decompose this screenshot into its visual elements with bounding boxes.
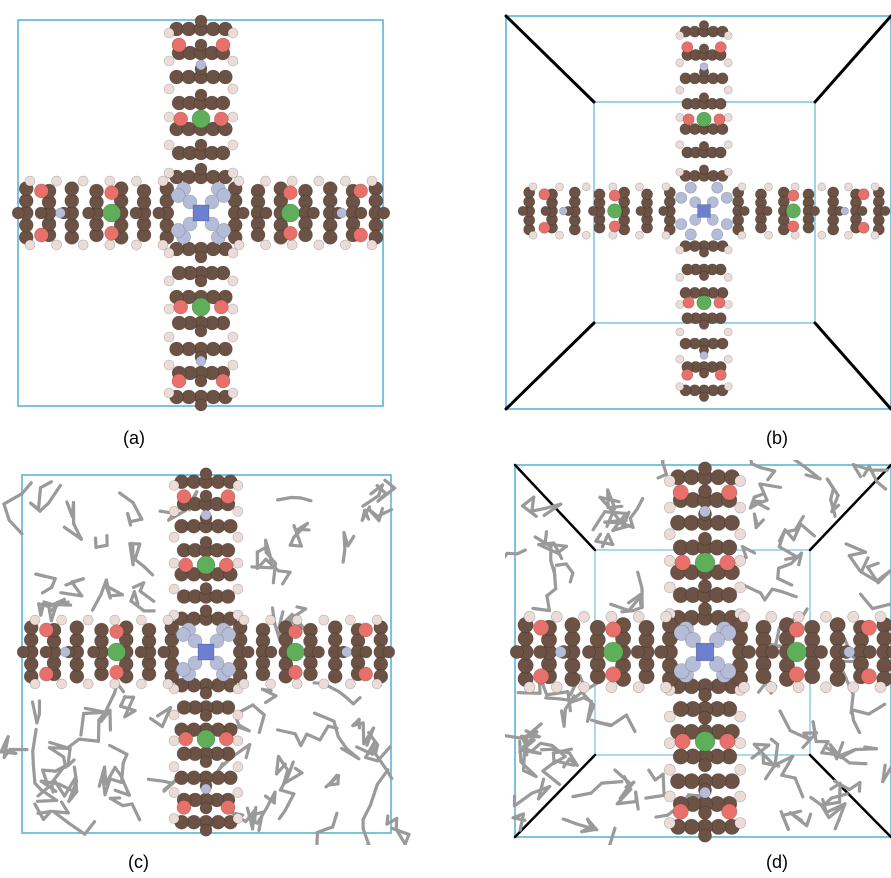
metal-center bbox=[697, 204, 711, 218]
box-edge bbox=[504, 321, 596, 411]
panel-d bbox=[505, 460, 891, 845]
box-edge bbox=[808, 753, 891, 839]
box-edge bbox=[513, 753, 597, 839]
molecule-cross-b bbox=[504, 14, 891, 411]
caption-c: (c) bbox=[128, 852, 149, 872]
arm-up bbox=[168, 467, 244, 638]
solvent-molecules bbox=[0, 478, 411, 845]
metal-center bbox=[197, 643, 215, 661]
caption-b: (b) bbox=[766, 428, 788, 448]
simulation-box-front bbox=[505, 15, 891, 410]
panel-a bbox=[0, 0, 420, 420]
panel-c bbox=[0, 460, 420, 845]
arm-right bbox=[720, 611, 891, 693]
box-edge bbox=[813, 321, 891, 411]
arm-up bbox=[163, 14, 239, 197]
molecule-cross-d bbox=[505, 460, 891, 845]
arm-down bbox=[664, 666, 746, 843]
arm-left bbox=[16, 614, 191, 690]
caption-a: (a) bbox=[123, 428, 145, 448]
arm-down bbox=[168, 666, 244, 837]
box-edge bbox=[813, 14, 891, 104]
arm-up bbox=[675, 20, 733, 194]
box-edge bbox=[808, 463, 891, 552]
arm-down bbox=[675, 228, 733, 402]
arm-right bbox=[221, 614, 396, 690]
arm-up bbox=[664, 461, 746, 638]
arm-right bbox=[216, 175, 391, 251]
arm-left bbox=[11, 175, 186, 251]
metal-center bbox=[695, 642, 715, 662]
panel-b bbox=[500, 10, 891, 415]
molecule-cross-a bbox=[11, 14, 391, 412]
arm-right bbox=[720, 182, 891, 240]
box-edge bbox=[504, 14, 596, 104]
caption-d: (d) bbox=[766, 852, 788, 872]
arm-down bbox=[163, 229, 239, 412]
arm-left bbox=[517, 182, 688, 240]
arm-left bbox=[509, 611, 690, 693]
solvent-molecules bbox=[505, 460, 891, 845]
metal-center bbox=[192, 204, 210, 222]
molecule-cross-c bbox=[0, 467, 411, 845]
